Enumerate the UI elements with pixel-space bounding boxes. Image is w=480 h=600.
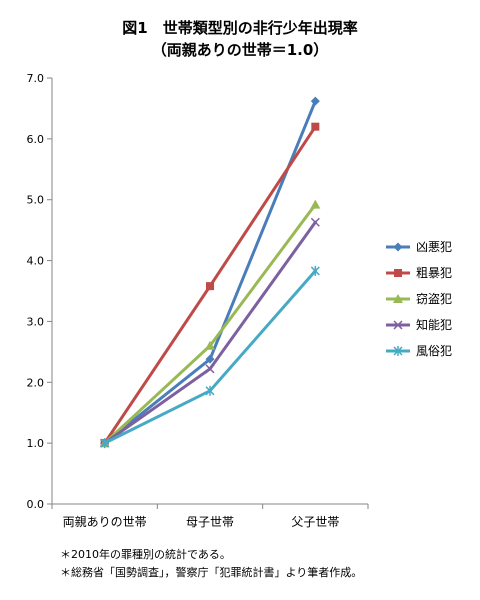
- data-point: [310, 217, 320, 227]
- x-tick-label: 両親ありの世帯: [63, 515, 147, 529]
- y-tick-label: 4.0: [27, 255, 45, 268]
- marker-stroke: [393, 320, 403, 330]
- data-point: [310, 199, 321, 209]
- x-tick-label: 父子世帯: [291, 515, 339, 529]
- legend-label: 知能犯: [416, 318, 452, 332]
- chart-subtitle: （両親ありの世帯＝1.0）: [152, 41, 329, 59]
- chart: 図1 世帯類型別の非行少年出現率 （両親ありの世帯＝1.0） 0.0 1.0 2.0…: [27, 19, 453, 529]
- legend-swatch-marker: [393, 320, 403, 330]
- legend-swatch-marker: [393, 294, 403, 303]
- y-tick-label: 7.0: [27, 72, 45, 85]
- data-point: [310, 96, 320, 106]
- legend-label: 窃盗犯: [416, 291, 452, 306]
- series-layer: [99, 96, 321, 449]
- series-line: [103, 220, 317, 445]
- series-5: [100, 265, 320, 449]
- y-tick-label: 0.0: [27, 498, 45, 511]
- y-tick-label: 1.0: [27, 437, 45, 450]
- data-point: [100, 438, 110, 449]
- footnote-year: ＊2010年の罪種別の統計である。: [60, 548, 231, 561]
- data-point: [311, 122, 320, 131]
- legend-swatch-marker: [394, 269, 402, 277]
- legend-label: 風俗犯: [416, 344, 452, 358]
- data-point: [205, 385, 215, 396]
- x-tick-label: 母子世帯: [186, 515, 234, 529]
- data-point: [205, 340, 215, 350]
- legend-swatch-marker: [393, 346, 403, 356]
- data-point: [310, 265, 320, 276]
- legend-label: 粗暴犯: [416, 266, 452, 280]
- footnote-source: ＊総務省「国勢調査」，警察庁「犯罪統計書」より筆者作成。: [60, 566, 363, 579]
- data-point: [206, 282, 214, 291]
- marker-stroke: [310, 217, 320, 227]
- legend-swatch-marker: [393, 242, 403, 252]
- series-3: [99, 199, 321, 448]
- y-tick-label: 3.0: [27, 315, 45, 328]
- legend-item: 風俗犯: [386, 344, 452, 358]
- data-point: [205, 364, 215, 374]
- y-tick-label: 6.0: [27, 133, 45, 146]
- y-tick-label: 5.0: [27, 194, 45, 207]
- marker-stroke: [205, 364, 215, 374]
- legend-item: 粗暴犯: [386, 266, 452, 280]
- legend-label: 凶悪犯: [416, 240, 452, 254]
- series-line: [103, 203, 317, 445]
- legend-item: 窃盗犯: [386, 291, 452, 306]
- series-2: [100, 122, 320, 448]
- series-4: [100, 217, 320, 448]
- y-tick-label: 2.0: [27, 376, 45, 389]
- data-point: [205, 354, 215, 364]
- legend-item: 知能犯: [386, 318, 452, 332]
- axes: 0.0 1.0 2.0 3.0 4.0 5.0 6.0 7.0 両親ありの世帯 母子世帯 父子世帯: [27, 72, 369, 529]
- legend-item: 凶悪犯: [386, 240, 452, 254]
- chart-title: 図1 世帯類型別の非行少年出現率: [122, 19, 357, 37]
